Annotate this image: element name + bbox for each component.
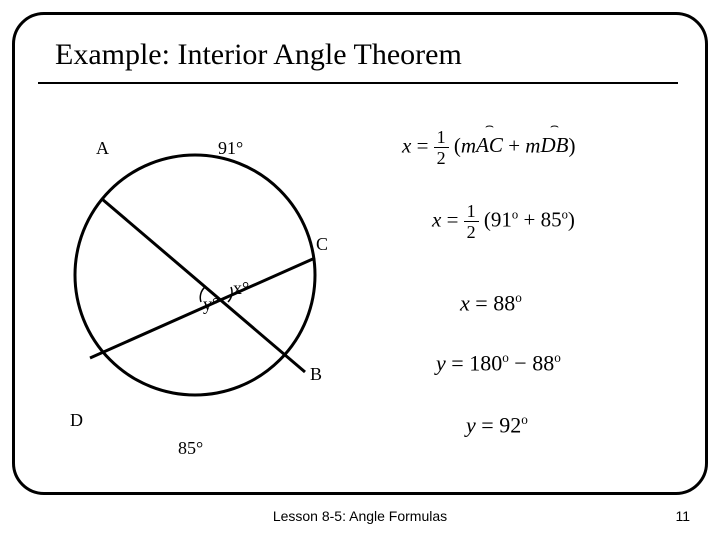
arc-label-DB: 85° [178, 438, 203, 459]
eq2-lhs: x [432, 207, 441, 231]
arc-label-AC: 91° [218, 138, 243, 159]
equation-2: x = 1 2 (91o + 85o) [432, 202, 575, 241]
equation-3: x = 88o [460, 290, 522, 316]
angle-label-x: x° [233, 278, 249, 299]
footer-page-number: 11 [675, 508, 690, 524]
diagram-svg [35, 110, 345, 450]
fraction-icon: 1 2 [464, 202, 479, 241]
fraction-icon: 1 2 [434, 128, 449, 167]
equation-4: y = 180o − 88o [436, 350, 561, 376]
title-underline [38, 82, 678, 84]
point-label-B: B [310, 364, 322, 385]
point-label-D: D [70, 410, 83, 431]
equation-5: y = 92o [466, 412, 528, 438]
point-label-A: A [96, 138, 109, 159]
point-label-C: C [316, 234, 328, 255]
angle-label-y: y° [203, 294, 219, 315]
equation-1: x = 1 2 (mAC + mDB) [402, 128, 575, 167]
eq1-lhs: x [402, 133, 411, 157]
footer-lesson: Lesson 8-5: Angle Formulas [0, 508, 720, 524]
slide-title: Example: Interior Angle Theorem [55, 38, 462, 72]
circle-diagram [35, 110, 345, 450]
